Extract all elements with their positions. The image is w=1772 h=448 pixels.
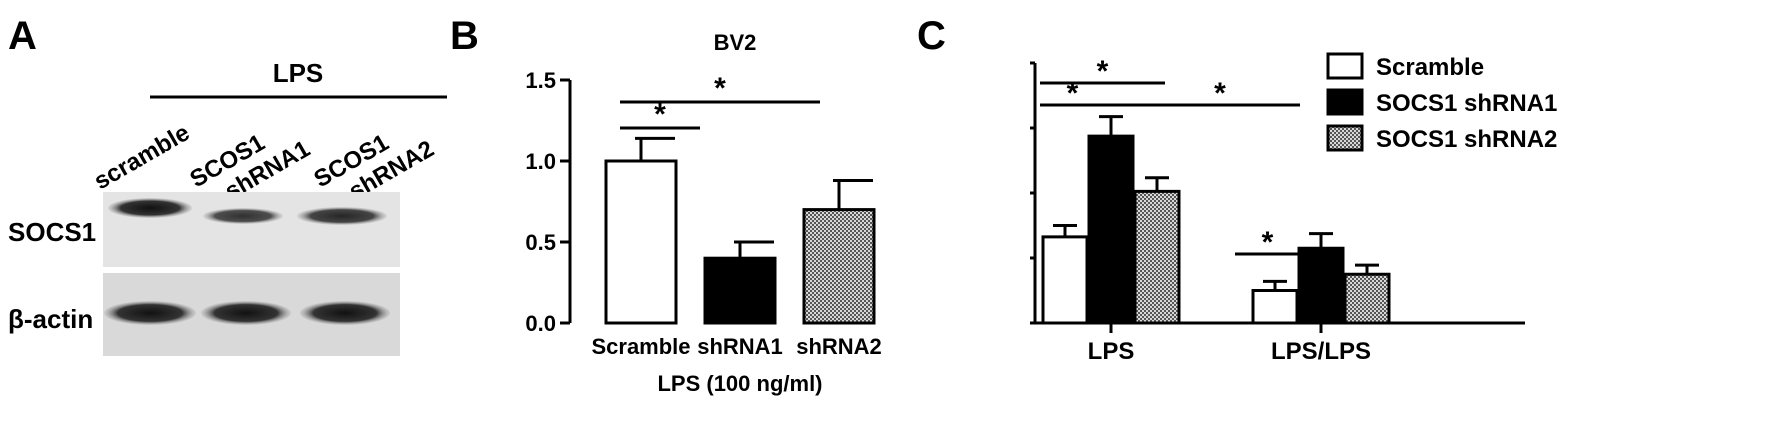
bar: [1343, 272, 1391, 325]
bar: [604, 159, 678, 325]
panel-a-label: A: [8, 14, 37, 58]
panel-b-label: B: [450, 14, 479, 58]
significance-star: *: [1097, 55, 1109, 88]
bar: [703, 256, 777, 325]
socs1-band-lane1: [108, 198, 192, 218]
bar: [802, 208, 876, 325]
socs1-band-lane3: [297, 207, 387, 225]
panel-c-chart: C 0200400600800TNF-α(pg/ml)LPSLPS/LPS***…: [917, 0, 1772, 448]
significance-star: *: [714, 72, 726, 105]
row-label-beta-actin: β-actin: [8, 304, 93, 334]
panel-a-western-blot: A LPS scramble SCOS1shRNA1 SCOS1shRNA2 S…: [0, 0, 540, 448]
x-tick-label: LPS/LPS: [1271, 338, 1371, 365]
socs1-band-lane2: [203, 208, 283, 224]
actin-band-lane2: [201, 301, 291, 325]
legend-swatch: [1326, 124, 1364, 152]
bar: [1041, 235, 1089, 325]
significance-star: *: [654, 98, 666, 131]
legend-swatch: [1326, 88, 1364, 116]
legend-label: SOCS1 shRNA1: [1376, 90, 1557, 117]
x-tick-label: shRNA2: [796, 334, 882, 359]
x-tick-label: LPS: [1088, 338, 1135, 365]
x-axis-label: LPS (100 ng/ml): [657, 371, 822, 396]
lane-label-scramble: scramble: [90, 119, 195, 195]
bar: [1087, 134, 1135, 325]
actin-band-lane3: [300, 301, 390, 325]
significance-star: *: [1262, 226, 1274, 259]
y-tick-label: 1.5: [525, 68, 556, 93]
x-tick-label: shRNA1: [697, 334, 783, 359]
chart-title: BV2: [714, 30, 757, 55]
chart-c-svg: 0200400600800TNF-α(pg/ml)LPSLPS/LPS****S…: [1030, 52, 1557, 365]
blot-svg: LPS scramble SCOS1shRNA1 SCOS1shRNA2 SOC…: [8, 58, 447, 356]
actin-band-lane1: [104, 301, 196, 325]
significance-star: *: [1214, 77, 1226, 110]
y-tick-label: 0.5: [525, 230, 556, 255]
bar: [1133, 189, 1181, 325]
lps-treatment-label: LPS: [273, 58, 324, 88]
legend-label: Scramble: [1376, 54, 1484, 81]
y-tick-label: 1.0: [525, 149, 556, 174]
bar: [1251, 289, 1299, 325]
panel-c-label: C: [917, 14, 946, 58]
y-tick-label: 0.0: [525, 311, 556, 336]
significance-star: *: [1067, 77, 1079, 110]
row-label-socs1: SOCS1: [8, 217, 96, 247]
legend-label: SOCS1 shRNA2: [1376, 126, 1557, 153]
x-tick-label: Scramble: [591, 334, 690, 359]
bar: [1297, 246, 1345, 325]
legend-swatch: [1326, 52, 1364, 80]
